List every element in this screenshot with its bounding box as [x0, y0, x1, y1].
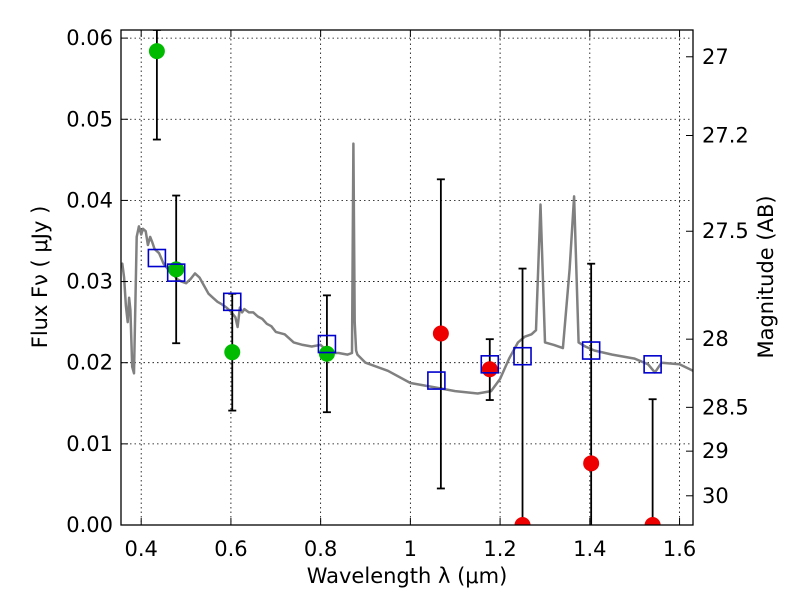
model-photometry-square	[480, 355, 500, 374]
plot-area	[121, 30, 693, 525]
y-tick-label: 0.04	[66, 188, 113, 212]
y2-tick-label: 27	[702, 45, 729, 69]
y2-tick-label: 28	[702, 327, 729, 351]
model-spectrum-line	[121, 142, 693, 395]
grid-lines	[121, 30, 693, 526]
x-tick-label: 0.6	[214, 537, 247, 561]
y-tick-label: 0.01	[66, 432, 113, 456]
y-tick-label: 0.06	[66, 26, 113, 50]
x-tick-label: 0.8	[304, 537, 337, 561]
y2-tick-label: 29	[702, 439, 729, 463]
x-axis-label: Wavelength λ (μm)	[307, 564, 508, 588]
plot-background	[121, 30, 693, 525]
x-tick-label: 1.4	[573, 537, 606, 561]
y2-tick-label: 28.5	[702, 395, 749, 419]
data-point	[224, 344, 241, 361]
data-point	[318, 345, 335, 362]
y2-tick-label: 27.2	[702, 123, 749, 147]
data-point	[514, 517, 531, 525]
model-photometry-square	[166, 263, 186, 282]
y-tick-label: 0.05	[66, 107, 113, 131]
model-photometry-square	[643, 355, 662, 374]
y2-tick-label: 30	[702, 484, 729, 508]
model-photometry-square	[317, 334, 337, 354]
x-tick-label: 1.2	[483, 537, 516, 561]
y-tick-label: 0.02	[66, 351, 113, 375]
y-tick-label: 0.03	[66, 270, 113, 294]
model-photometry-square	[581, 341, 601, 360]
data-point	[644, 517, 661, 525]
model-photometry-square	[222, 292, 242, 312]
y-tick-label: 0.00	[66, 513, 113, 537]
x-tick-label: 1.6	[663, 537, 696, 561]
model-photometry-square	[513, 346, 532, 366]
y2-axis-label: Magnitude (AB)	[754, 195, 778, 358]
x-tick-label: 0.4	[124, 537, 157, 561]
y2-tick-label: 27.5	[702, 219, 749, 243]
y-axis-label: Flux Fν ( μJy )	[28, 206, 52, 349]
data-point	[583, 455, 600, 472]
plot-frame	[120, 29, 694, 526]
data-point	[168, 261, 185, 278]
data-point	[432, 325, 449, 342]
model-photometry-square	[427, 371, 446, 390]
axis-ticks: 0.4 0.6 0.8 1 1.2 1.4 1.6 0.00 0.01 0.02 0.03 0.04 0…	[66, 26, 749, 561]
model-photometry-square	[147, 248, 167, 268]
data-point	[481, 361, 498, 378]
data-point	[148, 43, 165, 60]
x-tick-label: 1	[404, 537, 417, 561]
